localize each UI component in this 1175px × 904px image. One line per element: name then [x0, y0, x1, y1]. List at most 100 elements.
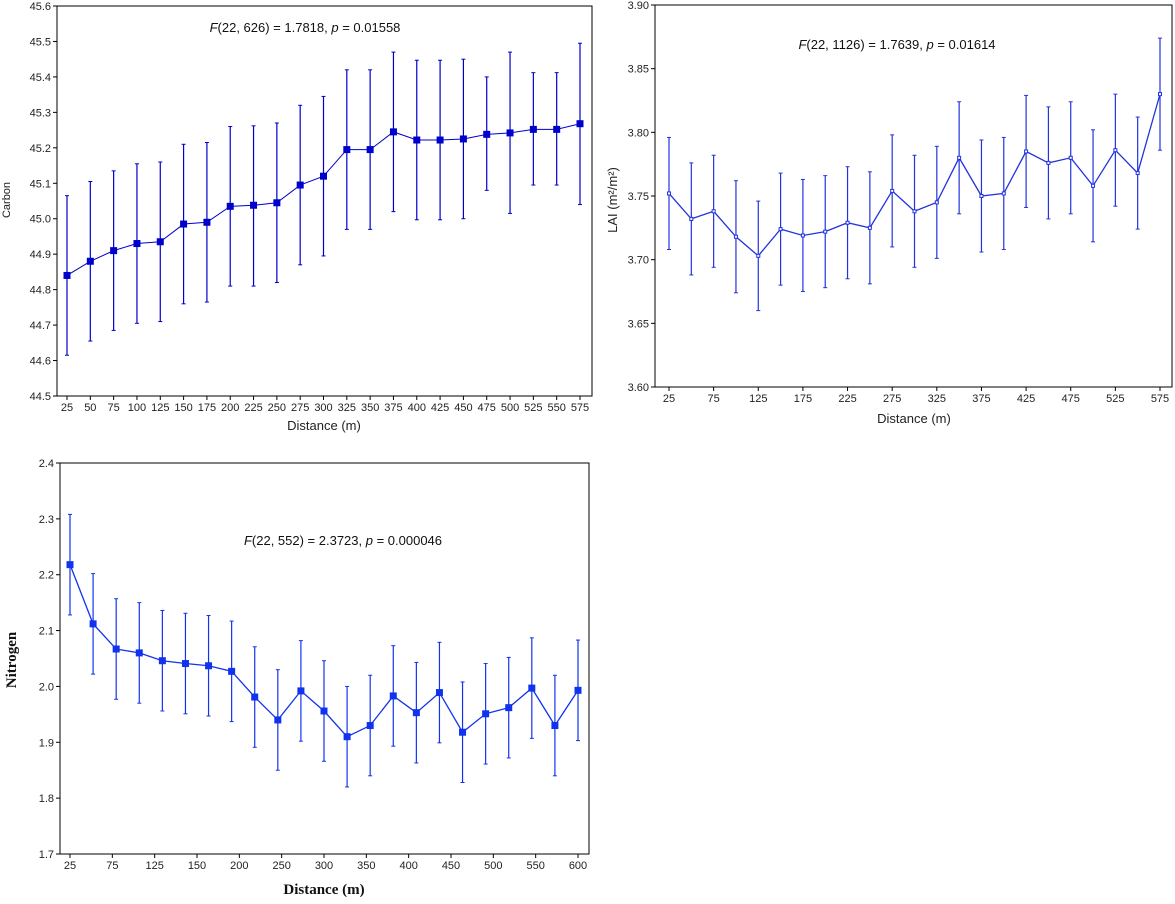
- x-tick-label: 250: [268, 402, 286, 414]
- lai-series: [667, 37, 1162, 312]
- data-point: [228, 667, 236, 675]
- y-tick-label: 3.85: [628, 64, 649, 76]
- x-tick-label: 525: [1106, 393, 1124, 405]
- x-tick-label: 175: [794, 393, 812, 405]
- x-tick-label: 600: [569, 860, 587, 872]
- data-point: [845, 220, 850, 225]
- y-tick-label: 2.0: [39, 681, 54, 693]
- data-point: [506, 129, 514, 137]
- lai-y-label: LAI (m²/m²): [605, 167, 620, 233]
- data-point: [66, 561, 74, 569]
- data-point: [505, 704, 513, 712]
- data-point: [1091, 183, 1096, 188]
- x-tick-label: 200: [230, 860, 248, 872]
- x-tick-label: 75: [108, 402, 120, 414]
- data-point: [274, 716, 282, 724]
- x-tick-label: 375: [972, 393, 990, 405]
- x-tick-label: 575: [571, 402, 589, 414]
- y-tick-label: 3.70: [628, 255, 649, 267]
- x-tick-label: 275: [291, 402, 309, 414]
- data-point: [1046, 160, 1051, 165]
- y-tick-label: 45.5: [30, 36, 51, 48]
- y-tick-label: 45.3: [30, 107, 51, 119]
- x-tick-label: 225: [838, 393, 856, 405]
- nitrogen-series: [66, 513, 582, 788]
- data-point: [250, 201, 258, 209]
- x-tick-label: 325: [338, 402, 356, 414]
- x-tick-label: 300: [315, 860, 333, 872]
- x-tick-label: 75: [708, 393, 720, 405]
- y-tick-label: 45.0: [30, 214, 51, 226]
- carbon-annotation: F(22, 626) = 1.7818, p = 0.01558: [210, 20, 401, 35]
- data-point: [435, 689, 443, 697]
- data-point: [320, 172, 327, 180]
- data-point: [63, 271, 71, 279]
- data-point: [482, 710, 490, 718]
- carbon-x-label: Distance (m): [287, 418, 361, 433]
- x-tick-label: 325: [928, 393, 946, 405]
- data-point: [110, 247, 118, 255]
- x-tick-label: 50: [84, 402, 96, 414]
- x-tick-label: 500: [484, 860, 502, 872]
- x-tick-label: 425: [1017, 393, 1035, 405]
- x-tick-label: 175: [198, 402, 216, 414]
- data-point: [800, 233, 805, 238]
- y-tick-label: 45.2: [30, 143, 51, 155]
- data-point: [203, 218, 211, 226]
- data-point: [1068, 155, 1073, 160]
- data-point: [297, 687, 305, 695]
- data-point: [756, 253, 761, 258]
- data-point: [459, 135, 467, 143]
- data-point: [483, 130, 491, 138]
- nitrogen-y-axis: 1.7 1.8 1.9 2.0 2.1 2.2 2.3 2.4: [39, 458, 60, 861]
- data-point: [273, 199, 281, 207]
- data-point: [366, 722, 374, 730]
- x-tick-label: 200: [221, 402, 239, 414]
- y-tick-label: 45.4: [30, 72, 51, 84]
- y-tick-label: 44.8: [30, 285, 51, 297]
- y-tick-label: 3.65: [628, 318, 649, 330]
- data-point: [1135, 171, 1140, 176]
- data-point: [343, 146, 351, 154]
- y-tick-label: 2.4: [39, 458, 54, 470]
- nitrogen-plot-frame: [59, 462, 590, 855]
- data-point: [389, 128, 397, 136]
- data-point: [412, 709, 420, 717]
- nitrogen-x-axis: 25 75 125 150 200 250 300 350 400 450 500 550 600: [64, 854, 587, 872]
- y-tick-label: 1.7: [39, 849, 54, 861]
- data-point: [181, 660, 189, 668]
- data-point: [89, 620, 97, 628]
- x-tick-label: 125: [151, 402, 169, 414]
- carbon-x-axis: 25 50 75 100 125 150 175 200 225 250 275 300 325 350 3…: [61, 396, 589, 414]
- data-point: [733, 234, 738, 239]
- carbon-chart: 44.5 44.6 44.7 44.8 44.9 45.0 45.1 45.2 45.3 45.4…: [1, 1, 593, 433]
- data-point: [528, 684, 536, 692]
- x-tick-label: 575: [1151, 393, 1169, 405]
- data-point: [389, 692, 397, 700]
- data-point: [1113, 148, 1118, 153]
- x-tick-label: 350: [357, 860, 375, 872]
- data-point: [133, 240, 141, 248]
- x-tick-label: 475: [478, 402, 496, 414]
- lai-annotation: F(22, 1126) = 1.7639, p = 0.01614: [798, 37, 995, 52]
- x-tick-label: 225: [244, 402, 262, 414]
- x-tick-label: 25: [61, 402, 73, 414]
- nitrogen-annotation: F(22, 552) = 2.3723, p = 0.000046: [244, 533, 442, 548]
- data-point: [823, 229, 828, 234]
- x-tick-label: 300: [314, 402, 332, 414]
- x-tick-label: 275: [883, 393, 901, 405]
- data-point: [226, 202, 234, 210]
- lai-x-label: Distance (m): [877, 411, 951, 426]
- lai-chart: 3.603.653.703.753.803.853.90 25 75 125 175 2…: [605, 0, 1173, 426]
- x-tick-label: 375: [384, 402, 402, 414]
- carbon-plot-frame: [56, 5, 593, 397]
- x-tick-label: 425: [431, 402, 449, 414]
- data-point: [711, 209, 716, 214]
- x-tick-label: 475: [1062, 393, 1080, 405]
- x-tick-label: 400: [399, 860, 417, 872]
- x-tick-label: 100: [128, 402, 146, 414]
- data-point: [553, 125, 561, 133]
- data-point: [576, 120, 584, 128]
- data-point: [1158, 92, 1162, 97]
- y-tick-label: 3.90: [628, 0, 649, 12]
